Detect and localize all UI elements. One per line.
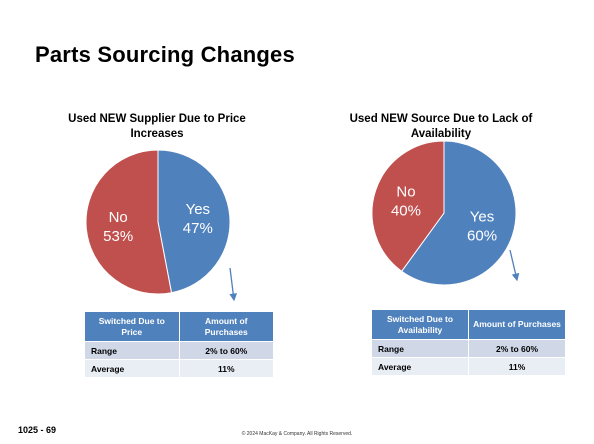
row-label: Average bbox=[371, 357, 469, 376]
chart-title-price: Used NEW Supplier Due to Price Increases bbox=[68, 113, 246, 140]
slice-value-label: 47% bbox=[183, 220, 213, 237]
slice-label: No bbox=[109, 209, 128, 226]
price-stats-table: Switched Due to Price Amount of Purchase… bbox=[84, 311, 274, 378]
pie-slice-no bbox=[371, 140, 445, 272]
pie-slice-yes bbox=[400, 140, 517, 286]
slice-label: Yes bbox=[186, 201, 210, 218]
availability-stats-table: Switched Due to Availability Amount of P… bbox=[371, 309, 566, 376]
chart-title-availability: Used NEW Source Due to Lack of Availabil… bbox=[349, 113, 533, 140]
pie-slice-yes bbox=[157, 149, 231, 294]
pie-slice-no bbox=[85, 149, 173, 295]
copyright: © 2024 MacKay & Company. All Rights Rese… bbox=[241, 431, 353, 437]
row-value: 11% bbox=[468, 357, 566, 376]
slice-value-label: 53% bbox=[103, 228, 133, 245]
row-label: Range bbox=[371, 339, 469, 358]
slice-label: No bbox=[396, 184, 415, 201]
callout-arrow bbox=[509, 249, 520, 282]
row-value: 2% to 60% bbox=[178, 341, 274, 360]
table-header: Switched Due to Availability bbox=[371, 309, 469, 340]
table-header: Amount of Purchases bbox=[178, 311, 274, 342]
row-value: 2% to 60% bbox=[468, 339, 566, 358]
row-value: 11% bbox=[178, 359, 274, 378]
slice-value-label: 60% bbox=[467, 227, 497, 244]
table-header: Switched Due to Price bbox=[84, 311, 180, 342]
slice-label: Yes bbox=[470, 208, 494, 225]
row-label: Average bbox=[84, 359, 180, 378]
table-header: Amount of Purchases bbox=[468, 309, 566, 340]
row-label: Range bbox=[84, 341, 180, 360]
callout-arrow bbox=[229, 267, 238, 302]
page-number: 1025 - 69 bbox=[18, 425, 57, 435]
page-title: Parts Sourcing Changes bbox=[35, 42, 295, 67]
slice-value-label: 40% bbox=[391, 203, 421, 220]
